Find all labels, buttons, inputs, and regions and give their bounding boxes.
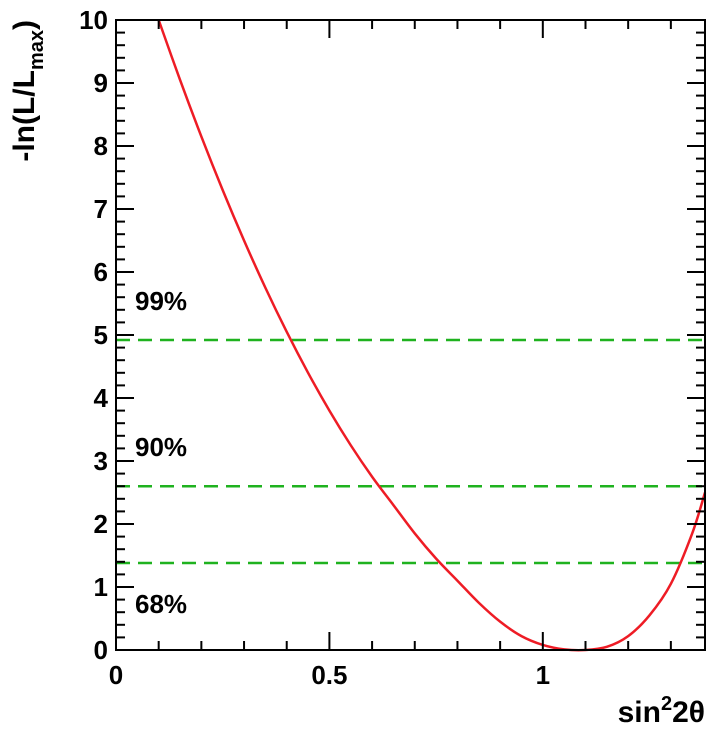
x-axis-label-rest: 2θ [672, 696, 705, 729]
y-axis-label-sub: max [26, 30, 48, 70]
y-axis-label-suffix: ) [8, 20, 41, 30]
y-tick-label: 7 [94, 194, 108, 224]
confidence-level-lines [116, 338, 705, 565]
y-tick-label: 10 [79, 5, 108, 35]
x-axis-label-sup: 2 [661, 693, 672, 715]
axis-tick-labels: 0 1 2 3 4 5 6 7 8 9 10 0 0.5 1 [79, 5, 550, 690]
y-axis-label: -ln(L/Lmax) [8, 20, 48, 162]
x-axis-label-base: sin [618, 696, 661, 729]
y-tick-label: 5 [94, 320, 108, 350]
x-axis-label: sin22θ [618, 693, 705, 729]
confidence-level-labels: 99% 90% 68% [135, 286, 187, 619]
confidence-level-label: 90% [135, 432, 187, 462]
y-tick-label: 1 [94, 572, 108, 602]
plot-frame [115, 19, 706, 651]
x-tick-label: 0 [109, 660, 123, 690]
y-tick-label: 0 [94, 635, 108, 665]
y-tick-label: 8 [94, 131, 108, 161]
confidence-level-label: 99% [135, 286, 187, 316]
y-tick-label: 4 [94, 383, 109, 413]
x-tick-label: 0.5 [311, 660, 347, 690]
y-tick-label: 2 [94, 509, 108, 539]
y-tick-label: 6 [94, 257, 108, 287]
x-tick-label: 1 [536, 660, 550, 690]
axis-ticks [115, 19, 705, 651]
confidence-level-label: 68% [135, 589, 187, 619]
y-axis-label-prefix: -ln(L/L [8, 70, 41, 162]
likelihood-series [157, 19, 707, 652]
y-tick-label: 9 [94, 68, 108, 98]
y-tick-label: 3 [94, 446, 108, 476]
likelihood-curve [157, 19, 707, 652]
